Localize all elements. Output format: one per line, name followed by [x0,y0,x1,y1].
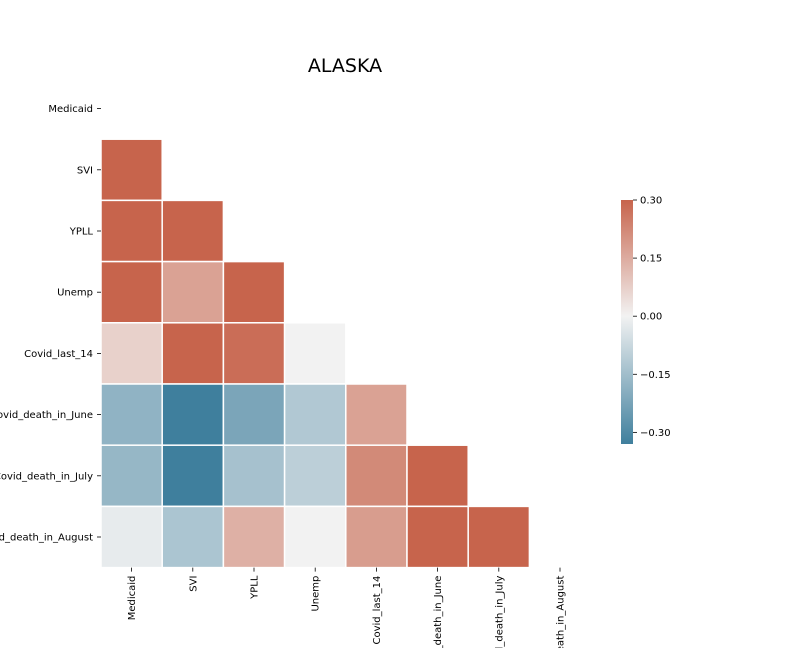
heatmap-cell-YPLL-SVI [161,199,225,263]
row-label: Medicaid [48,104,93,115]
heatmap-cell-Covid_last_14-SVI [161,322,225,385]
heatmap-cell-Covid_last_14-Medicaid [100,322,163,385]
heatmap-cell-Covid_death_in_June-SVI [161,383,225,446]
heatmap-cell-Covid_death_in_August-Covid_death_in_July [467,505,531,569]
column-label: Unemp [311,576,322,612]
chart-title: ALASKA [308,55,382,77]
heatmap-cell-Covid_death_in_July-SVI [161,444,225,508]
colorbar: 0.30 0.15 0.00 −0.15 −0.30 [621,196,671,444]
row-label: SVI [77,165,93,176]
colorbar-tick-label: −0.15 [640,370,671,381]
heatmap-cell-Covid_death_in_June-Unemp [283,383,347,446]
heatmap-cell-SVI-Medicaid [100,138,163,202]
heatmap-cell-Covid_death_in_August-Medicaid [100,505,163,569]
heatmap-cell-Covid_death_in_August-Covid_last_14 [345,505,408,569]
heatmap-cells [100,138,531,569]
row-labels: Medicaid SVI YPLL Unemp Covid_last_14 Covid_d… [0,104,101,544]
heatmap-cell-Covid_death_in_June-Medicaid [100,383,163,446]
heatmap-cell-Covid_last_14-Unemp [283,322,347,385]
row-label: Covid_death_in_July [0,471,93,482]
row-label: Covid_death_in_August [0,533,93,544]
row-label: YPLL [69,227,94,238]
colorbar-gradient [621,200,633,444]
heatmap-cell-Covid_death_in_August-SVI [161,505,225,569]
heatmap-cell-Unemp-Medicaid [100,260,163,324]
heatmap-cell-Unemp-YPLL [222,260,286,324]
column-label: Covid_death_in_July [494,576,505,648]
row-label: Covid_death_in_June [0,410,93,421]
row-label: Unemp [57,288,93,299]
heatmap-cell-YPLL-Medicaid [100,199,163,263]
column-label: Covid_death_in_August [556,576,567,648]
row-label: Covid_last_14 [24,349,93,360]
column-label: Covid_last_14 [372,576,383,645]
heatmap-cell-Covid_death_in_June-Covid_last_14 [345,383,408,446]
heatmap-cell-Covid_death_in_June-YPLL [222,383,286,446]
heatmap-cell-Covid_death_in_August-Unemp [283,505,347,569]
column-label: Medicaid [127,576,138,621]
heatmap-cell-Covid_death_in_July-YPLL [222,444,286,508]
column-label: YPLL [250,575,261,600]
column-labels: Medicaid SVI YPLL Unemp Covid_last_14 Covid_d… [127,567,567,648]
heatmap-cell-Covid_death_in_July-Medicaid [100,444,163,508]
heatmap-cell-Covid_death_in_August-YPLL [222,505,286,569]
colorbar-ticks: 0.30 0.15 0.00 −0.15 −0.30 [633,196,671,439]
heatmap-cell-Covid_death_in_August-Covid_death_in_June [406,505,469,569]
heatmap-cell-Unemp-SVI [161,260,225,324]
colorbar-tick-label: 0.15 [640,254,662,265]
heatmap-cell-Covid_last_14-YPLL [222,322,286,385]
heatmap-cell-Covid_death_in_July-Covid_death_in_June [406,444,469,508]
colorbar-tick-label: 0.30 [640,196,662,207]
colorbar-tick-label: 0.00 [640,312,662,323]
column-label: Covid_death_in_June [433,576,444,648]
heatmap-cell-Covid_death_in_July-Unemp [283,444,347,508]
colorbar-tick-label: −0.30 [640,428,671,439]
column-label: SVI [188,576,199,592]
heatmap-cell-Covid_death_in_July-Covid_last_14 [345,444,408,508]
